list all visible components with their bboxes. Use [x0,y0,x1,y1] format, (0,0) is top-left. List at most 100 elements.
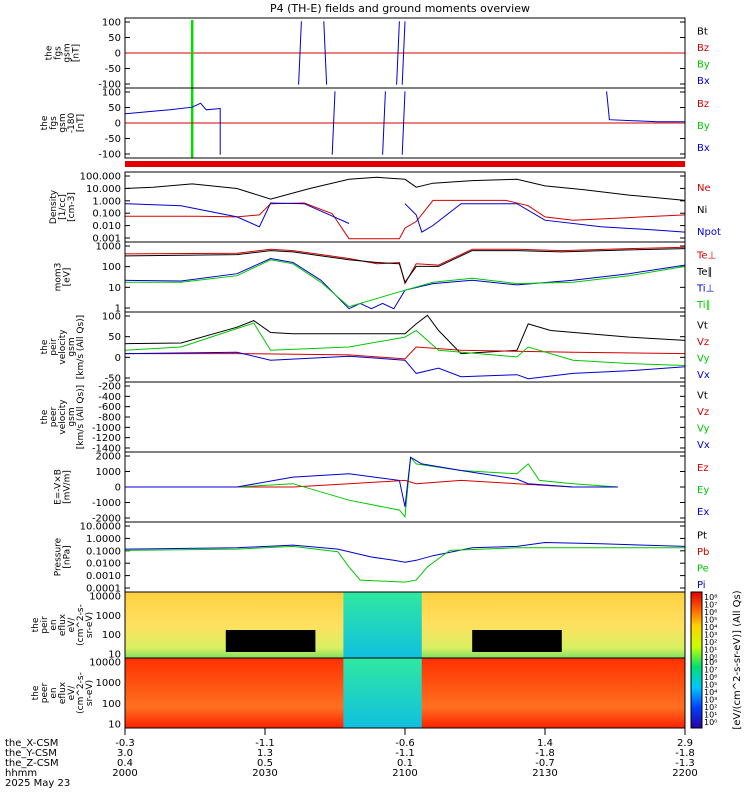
ylabel-line: (cm^2-s- [76,672,86,714]
x-tick-Z: -0.7 [535,758,555,769]
ylabel-line: (cm^2-s- [76,604,86,646]
y-tick-label: 0 [115,49,121,60]
x-row-label: hhmm [5,768,37,779]
ylabel-line: the [31,617,41,632]
legend-pi: Pi [697,580,706,591]
y-tick-label: 10 [108,283,121,294]
ylabel-line: sr-eV) [85,612,95,638]
ylabel-line: gsm [67,337,77,356]
legend-bz: Bz [697,99,709,110]
ylabel-line: peir [49,338,59,356]
y-tick-label: 100 [102,18,121,29]
legend-bx: Bx [697,143,710,154]
y-tick-label: 100 [102,88,121,99]
series-bx [401,91,406,155]
x-tick-hhmm: 2200 [672,768,697,779]
legend-pt: Pt [697,530,707,541]
ylabel-line: [1/cc] [58,194,68,220]
y-tick-label: -400 [98,392,121,403]
panel-vel_peer: the peer velocity gsm [km/s (All Qs)] -200-40… [40,382,710,455]
x-row-label: 2025 May 23 [5,778,70,789]
panel-fgs: the fgs gsm [nT] 100 50 0 -50 -100 Bt Bz By Bx [45,18,710,91]
series-pi [124,541,686,563]
y-tick-label: 0.010 [92,221,121,232]
y-tick-label: -50 [105,134,121,145]
ylabel-line: peer [49,406,59,427]
y-tick-label: 10.0000 [80,522,121,533]
legend-te⊥: Te⊥ [696,250,716,261]
y-tick-label: 100 [102,699,121,710]
x-tick-Z: 0.1 [397,758,413,769]
legend-bx: Bx [697,76,710,87]
legend-te∥: Te∥ [696,267,713,278]
legend-vt: Vt [697,320,708,331]
ylabel-line: velocity [58,329,68,365]
colorbar-tick: 10³ [704,631,717,640]
panel-ylabel: Density [1/cc] [cm-3] [49,189,77,224]
series-vx [124,351,686,380]
series-bx [323,21,328,85]
series-pe [124,545,685,583]
flag-bar [125,161,685,167]
ylabel-line: eflux [58,613,68,636]
panel-ylabel: Pressure [nPa] [54,537,73,576]
y-tick-label: 0.100 [92,209,121,220]
legend-bz: Bz [697,43,709,54]
x-tick-X: 1.4 [537,738,553,749]
ylabel-line: the [31,685,41,700]
y-tick-label: -1000 [92,423,121,434]
y-tick-label: 10.000 [86,184,121,195]
colorbar-tick: 10⁷ [704,601,717,610]
y-tick-label: -50 [105,374,121,385]
panel-frame [124,311,686,383]
panel-frame [124,171,686,243]
x-tick-hhmm: 2000 [112,768,137,779]
ylabel-line: Density [49,189,59,224]
y-tick-label: -1000 [92,498,121,509]
colorbar-tick: 10⁴ [704,623,717,632]
ylabel-line: mom3 [54,263,64,292]
x-tick-Z: 0.5 [257,758,273,769]
ylabel-line: fgs [54,46,64,60]
ylabel-line: the [45,45,55,60]
series-ex [125,456,618,507]
legend-vz: Vz [697,407,709,418]
x-tick-X: -1.1 [255,738,275,749]
spectrogram-peer-lobe [343,658,422,728]
spectrogram-peir-gap [225,630,316,652]
ylabel-line: en [49,687,59,698]
y-tick-label: 1000 [96,242,121,253]
y-tick-label: -200 [98,382,121,393]
series-vz [125,346,686,360]
series-bx [606,91,685,123]
legend-pb: Pb [697,547,709,558]
y-tick-label: 1.000 [92,196,121,207]
ylabel-line: peir [40,616,50,634]
y-tick-label: 0.0100 [86,559,121,570]
ylabel-line: [nPa] [63,545,73,568]
series-bx [298,21,302,85]
y-tick-label: -100 [98,80,121,91]
y-tick-label: 1000 [96,678,121,689]
panel-efield: E=-V×B [mV/m] 2000 1000 0 -1000 -2000 Ez Ey Ex [54,452,710,525]
panel-ylabel: the fgs gsm -180 [nT] [40,113,86,134]
y-tick-label: -1400 [92,444,121,455]
panel-frame [124,521,686,593]
legend-vz: Vz [697,337,709,348]
ylabel-line: eV/ [67,617,77,633]
panel-frame [124,381,686,453]
y-tick-label: -2000 [92,514,121,525]
legend-ne: Ne [697,183,711,194]
panel-spec_peir: the peir en eflux eV/(cm^2-s-sr-eV)100001000… [31,592,685,661]
series-ni [124,176,686,201]
series-tipar [125,259,686,308]
y-tick-label: 0.0010 [86,571,121,582]
x-tick-Y: -1.8 [675,748,695,759]
legend-vx: Vx [697,370,710,381]
colorbar-tick: 10¹ [704,711,717,720]
colorbar-tick: 10⁰ [704,718,717,727]
colorbar-gradient [691,592,702,728]
x-tick-Y: 3.0 [117,748,133,759]
colorbar-tick: 10⁷ [704,666,717,675]
